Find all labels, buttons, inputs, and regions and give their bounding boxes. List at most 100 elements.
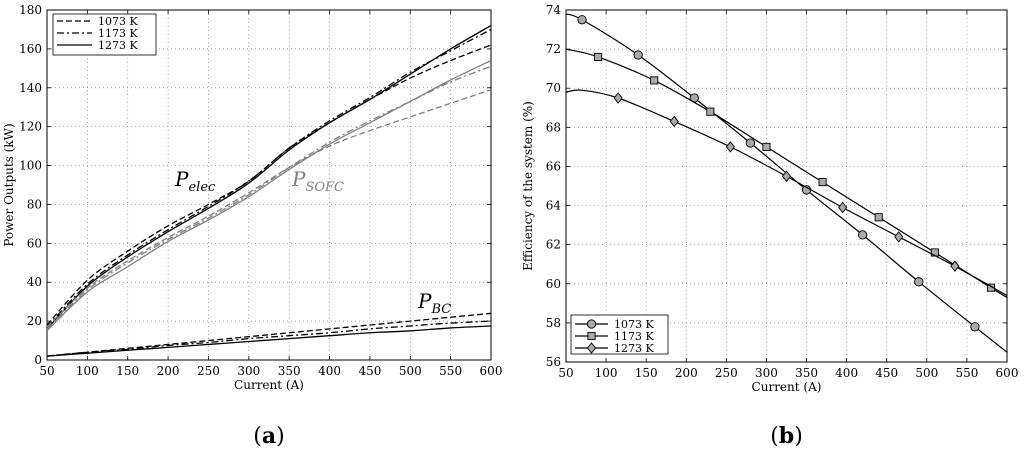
y-tick-label: 72 xyxy=(546,42,561,56)
series-markers-1173k xyxy=(594,52,996,292)
plot-frame xyxy=(565,9,1008,363)
marker-circle xyxy=(858,230,868,240)
x-tick-label: 50 xyxy=(558,366,573,380)
y-tick-label: 0 xyxy=(34,353,42,367)
y-tick-label: 64 xyxy=(546,199,562,213)
plot-frame xyxy=(46,9,492,361)
x-axis-label: Current (A) xyxy=(234,378,304,392)
marker-circle xyxy=(577,15,587,25)
series-line-p-bc-1273k xyxy=(46,325,492,357)
y-tick-label: 180 xyxy=(19,3,42,17)
marker-diamond xyxy=(838,201,848,214)
marker-square xyxy=(874,213,883,222)
series-markers-1273k xyxy=(613,92,960,272)
marker-diamond xyxy=(950,260,960,272)
marker-square xyxy=(986,283,996,292)
series-line-p-sofc-1073k xyxy=(46,89,492,328)
marker-diamond xyxy=(725,141,735,153)
y-tick-label: 70 xyxy=(546,81,561,95)
legend-label: 1173 K xyxy=(614,330,654,343)
y-tick-label: 20 xyxy=(27,314,42,328)
marker-circle xyxy=(586,319,597,329)
y-tick-label: 66 xyxy=(546,159,561,173)
legend-label: 1273 K xyxy=(614,342,654,355)
series-group xyxy=(565,13,1008,353)
marker-square xyxy=(650,76,659,85)
chart-panel-b: 50 100 150 200 250 300 350 400 450 500 550 600 56 58 6… xyxy=(521,3,1018,449)
panel-label: (a) xyxy=(253,423,284,449)
x-tick-label: 300 xyxy=(237,364,260,378)
x-tick-label: 400 xyxy=(318,364,341,378)
x-tick-label: 500 xyxy=(399,364,422,378)
y-tick-label: 40 xyxy=(27,275,42,289)
marker-diamond xyxy=(586,342,597,354)
annotation-sofc: PSOFC xyxy=(291,167,344,195)
series-line-p-bc-1073k xyxy=(46,312,492,357)
annotation-bc: PBC xyxy=(417,289,451,317)
y-tick-label: 68 xyxy=(546,120,561,134)
y-tick-label: 160 xyxy=(19,42,42,56)
x-tick-label: 250 xyxy=(715,366,738,380)
series-line-p-bc-1173k xyxy=(46,320,492,357)
legend-label: 1073 K xyxy=(98,15,138,28)
x-tick-label: 100 xyxy=(595,366,618,380)
x-tick-label: 350 xyxy=(278,364,301,378)
marker-diamond xyxy=(781,170,792,182)
x-tick-label: 150 xyxy=(116,364,139,378)
marker-circle xyxy=(970,322,980,332)
marker-circle xyxy=(745,138,756,148)
panel-label: (b) xyxy=(770,423,803,449)
series-line-p-elec-1173k xyxy=(46,28,492,328)
y-tick-label: 56 xyxy=(546,355,561,369)
x-tick-label: 550 xyxy=(439,364,462,378)
x-tick-label: 600 xyxy=(480,364,503,378)
x-tick-label: 200 xyxy=(157,364,180,378)
series-line-p-sofc-1273k xyxy=(46,59,492,332)
marker-circle xyxy=(914,277,924,287)
x-tick-label: 450 xyxy=(875,366,898,380)
legend-label: 1073 K xyxy=(614,318,654,331)
series-markers-1073k xyxy=(577,15,980,332)
legend-label: 1173 K xyxy=(98,27,138,40)
x-tick-label: 600 xyxy=(996,366,1019,380)
marker-circle xyxy=(633,50,643,60)
y-tick-label: 62 xyxy=(546,238,561,252)
y-axis-label: Efficiency of the system (%) xyxy=(521,101,535,271)
marker-square xyxy=(594,52,603,61)
annotation-elec: Pelec xyxy=(174,167,216,195)
y-axis-label: Power Outputs (kW) xyxy=(2,123,16,246)
grid xyxy=(565,9,1008,363)
chart-panel-a: 50 100 150 200 250 300 350 400 450 500 550 600 0 20 40… xyxy=(2,3,502,449)
marker-diamond xyxy=(613,92,623,104)
x-tick-label: 100 xyxy=(76,364,99,378)
y-tick-label: 74 xyxy=(546,3,562,17)
x-tick-label: 50 xyxy=(39,364,54,378)
y-tick-label: 120 xyxy=(19,120,42,134)
series-line-1073k xyxy=(565,13,1008,353)
legend-label: 1273 K xyxy=(98,39,138,52)
x-tick-label: 350 xyxy=(795,366,818,380)
x-tick-label: 500 xyxy=(915,366,938,380)
x-tick-label: 300 xyxy=(755,366,778,380)
x-tick-label: 150 xyxy=(635,366,658,380)
y-tick-label: 80 xyxy=(27,197,42,211)
x-tick-label: 400 xyxy=(835,366,858,380)
marker-square xyxy=(818,178,827,187)
series-line-1273k xyxy=(565,89,1008,297)
y-tick-label: 60 xyxy=(27,236,42,250)
marker-diamond xyxy=(894,231,904,243)
x-tick-label: 550 xyxy=(955,366,978,380)
series-line-p-elec-1273k xyxy=(46,24,492,330)
x-axis-label: Current (A) xyxy=(752,380,822,394)
y-tick-label: 100 xyxy=(19,159,42,173)
series-line-p-sofc-1173k xyxy=(46,65,492,330)
series-line-p-elec-1073k xyxy=(46,44,492,326)
x-tick-label: 250 xyxy=(197,364,220,378)
marker-square xyxy=(587,331,596,341)
marker-diamond xyxy=(669,115,679,128)
y-tick-label: 58 xyxy=(546,316,561,330)
y-tick-label: 60 xyxy=(546,277,561,291)
